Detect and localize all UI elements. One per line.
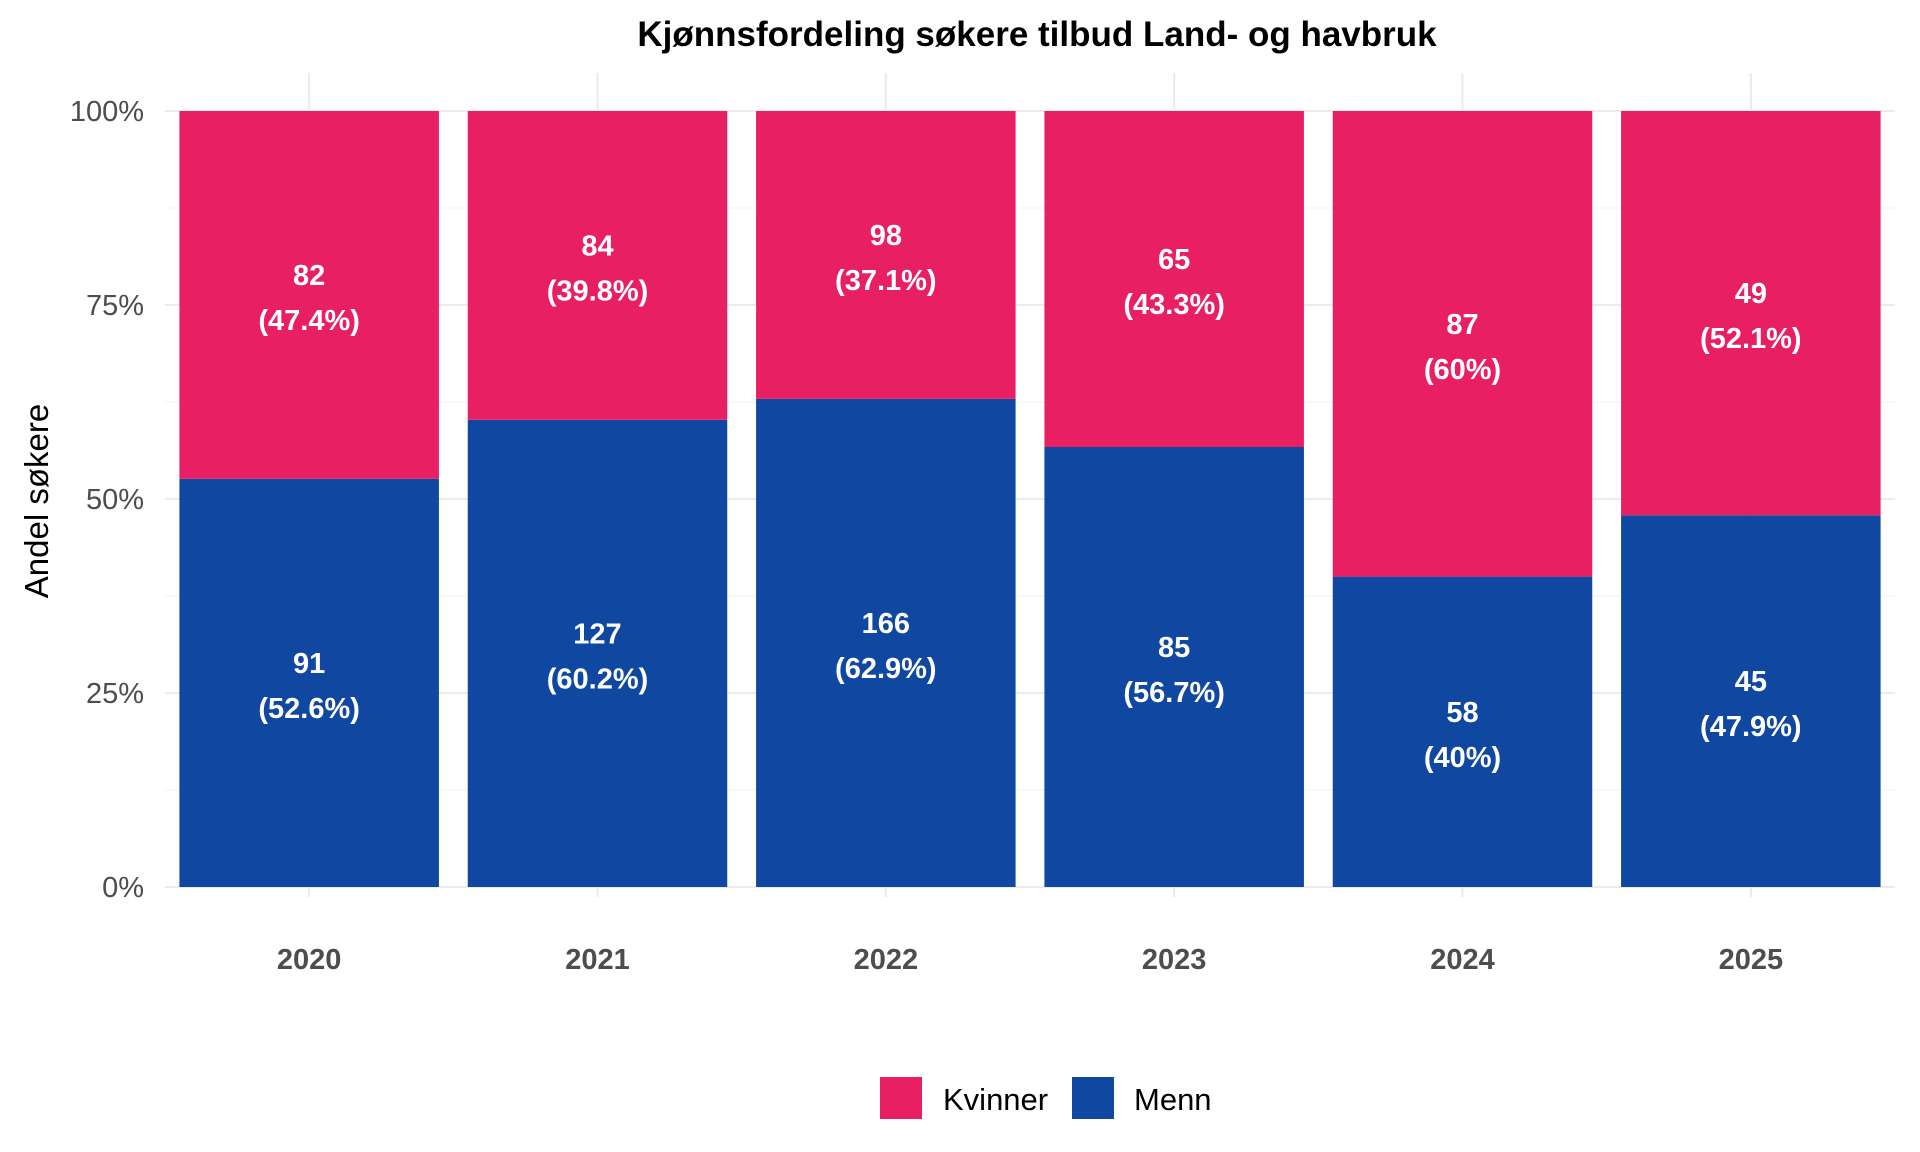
label-count-kvinner-2024: 87 (1446, 309, 1478, 341)
bar-menn-2025 (1621, 515, 1881, 887)
label-count-kvinner-2021: 84 (581, 230, 613, 262)
bar-kvinner-2022 (756, 111, 1016, 399)
label-count-menn-2024: 58 (1446, 697, 1478, 729)
bar-labels: 91 (52.6%) 82 (47.4%) 127 (60.2%) 84 (39.8%) 166… (258, 220, 1801, 774)
bar-menn-2024 (1332, 576, 1593, 887)
label-pct-kvinner-2024: (60%) (1424, 354, 1501, 386)
legend-swatch-kvinner (880, 1077, 922, 1119)
x-tick-2021: 2021 (565, 944, 630, 976)
label-count-menn-2023: 85 (1158, 632, 1190, 664)
bars (179, 111, 1881, 887)
bar-menn-2021 (467, 419, 728, 887)
bar-menn-2020 (179, 478, 439, 887)
label-count-kvinner-2025: 49 (1735, 278, 1767, 310)
bar-kvinner-2020 (179, 111, 439, 479)
y-tick-label: 25% (86, 678, 144, 710)
label-count-kvinner-2020: 82 (293, 260, 325, 292)
y-axis-label: Andel søkere (18, 404, 55, 598)
x-tick-2023: 2023 (1142, 944, 1207, 976)
label-count-menn-2020: 91 (293, 648, 325, 680)
y-tick-label: 75% (86, 290, 144, 322)
label-count-menn-2025: 45 (1735, 666, 1767, 698)
label-pct-kvinner-2022: (37.1%) (835, 265, 937, 297)
label-count-menn-2021: 127 (573, 618, 621, 650)
label-pct-menn-2022: (62.9%) (835, 653, 937, 685)
label-pct-menn-2021: (60.2%) (547, 663, 649, 695)
label-count-menn-2022: 166 (862, 608, 910, 640)
x-tick-2024: 2024 (1430, 944, 1495, 976)
label-count-kvinner-2022: 98 (870, 220, 902, 252)
bar-menn-2022 (756, 398, 1016, 887)
bar-kvinner-2021 (467, 111, 728, 420)
chart-title: Kjønnsfordeling søkere tilbud Land- og h… (637, 15, 1437, 54)
label-pct-kvinner-2025: (52.1%) (1700, 323, 1802, 355)
label-count-kvinner-2023: 65 (1158, 244, 1190, 276)
y-axis: 0% 25% 50% 75% 100% (70, 96, 144, 904)
label-pct-menn-2024: (40%) (1424, 742, 1501, 774)
label-pct-menn-2025: (47.9%) (1700, 711, 1802, 743)
label-pct-menn-2023: (56.7%) (1123, 677, 1225, 709)
y-tick-label: 50% (86, 484, 144, 516)
legend-label-kvinner: Kvinner (943, 1082, 1048, 1117)
bar-kvinner-2024 (1332, 111, 1593, 577)
bar-kvinner-2023 (1044, 111, 1304, 448)
legend-swatch-menn (1072, 1077, 1114, 1119)
label-pct-kvinner-2020: (47.4%) (258, 305, 360, 337)
legend-label-menn: Menn (1134, 1082, 1212, 1117)
label-pct-kvinner-2023: (43.3%) (1123, 289, 1225, 321)
x-axis: 2020 2021 2022 2023 2024 2025 (277, 944, 1783, 976)
label-pct-menn-2020: (52.6%) (258, 693, 360, 725)
y-tick-label: 0% (102, 872, 144, 904)
y-tick-label: 100% (70, 96, 144, 128)
x-tick-2020: 2020 (277, 944, 342, 976)
bar-kvinner-2025 (1621, 111, 1881, 516)
x-tick-2022: 2022 (854, 944, 919, 976)
x-tick-2025: 2025 (1719, 944, 1784, 976)
bar-menn-2023 (1044, 447, 1304, 887)
legend: Kvinner Menn (880, 1077, 1212, 1119)
label-pct-kvinner-2021: (39.8%) (547, 275, 649, 307)
